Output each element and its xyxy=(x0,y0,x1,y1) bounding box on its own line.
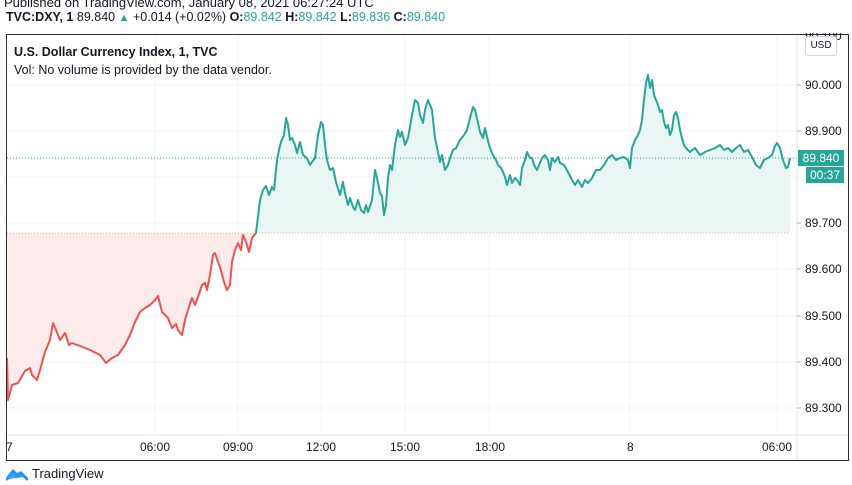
close-label: C: xyxy=(393,10,407,24)
time-label-0600-day8: 06:00 xyxy=(762,440,793,454)
open-label: O: xyxy=(229,10,244,24)
price-label-89400: 89.400 xyxy=(805,355,842,369)
chart-legend: U.S. Dollar Currency Index, 1, TVC Vol: … xyxy=(14,43,272,79)
time-label-day-8: 8 xyxy=(627,440,634,454)
bar-countdown-tag: 00:37 xyxy=(806,167,844,183)
volume-note: Vol: No volume is provided by the data v… xyxy=(14,63,272,77)
price-label-89500: 89.500 xyxy=(805,309,842,323)
currency-button[interactable]: USD xyxy=(805,36,837,56)
price-label-89900: 89.900 xyxy=(805,124,842,138)
triangle-up-icon: ▲ xyxy=(118,12,130,24)
legend-title: U.S. Dollar Currency Index, 1, TVC xyxy=(14,45,218,59)
price-label-89600: 89.600 xyxy=(805,262,842,276)
high-value: 89.842 xyxy=(298,10,337,24)
tradingview-logo[interactable]: TradingView xyxy=(6,466,104,481)
price-change: +0.014 (+0.02%) xyxy=(132,10,227,24)
symbol-ohlc-bar: TVC:DXY, 1 89.840 ▲ +0.014 (+0.02%) O:89… xyxy=(6,10,445,24)
high-label: H: xyxy=(285,10,299,24)
price-axis-ticks xyxy=(797,84,801,409)
brand-name: TradingView xyxy=(32,466,104,481)
time-label-0600: 06:00 xyxy=(140,440,171,454)
down-price-line xyxy=(7,232,257,401)
time-label-1800: 18:00 xyxy=(475,440,506,454)
time-label-0900: 09:00 xyxy=(223,440,254,454)
up-price-line xyxy=(255,74,791,234)
chart-frame xyxy=(6,34,849,461)
down-area-fill xyxy=(7,233,256,400)
current-price-tag: 89.840 xyxy=(798,150,844,166)
symbol-label: TVC:DXY, 1 xyxy=(6,10,74,24)
low-label: L: xyxy=(340,10,352,24)
up-area-fill xyxy=(256,75,790,233)
price-label-89700: 89.700 xyxy=(805,216,842,230)
price-label-89300: 89.300 xyxy=(805,401,842,415)
open-value: 89.842 xyxy=(243,10,282,24)
price-label-90000: 90.000 xyxy=(805,78,842,92)
tradingview-cloud-icon xyxy=(6,469,28,480)
last-price: 89.840 xyxy=(76,10,116,24)
time-label-1200: 12:00 xyxy=(306,440,337,454)
time-label-1500: 15:00 xyxy=(390,440,421,454)
low-value: 89.836 xyxy=(351,10,391,24)
time-label-day-7: 7 xyxy=(6,440,13,454)
published-caption: Published on TradingView.com, January 08… xyxy=(4,0,374,10)
close-value: 89.840 xyxy=(406,10,446,24)
